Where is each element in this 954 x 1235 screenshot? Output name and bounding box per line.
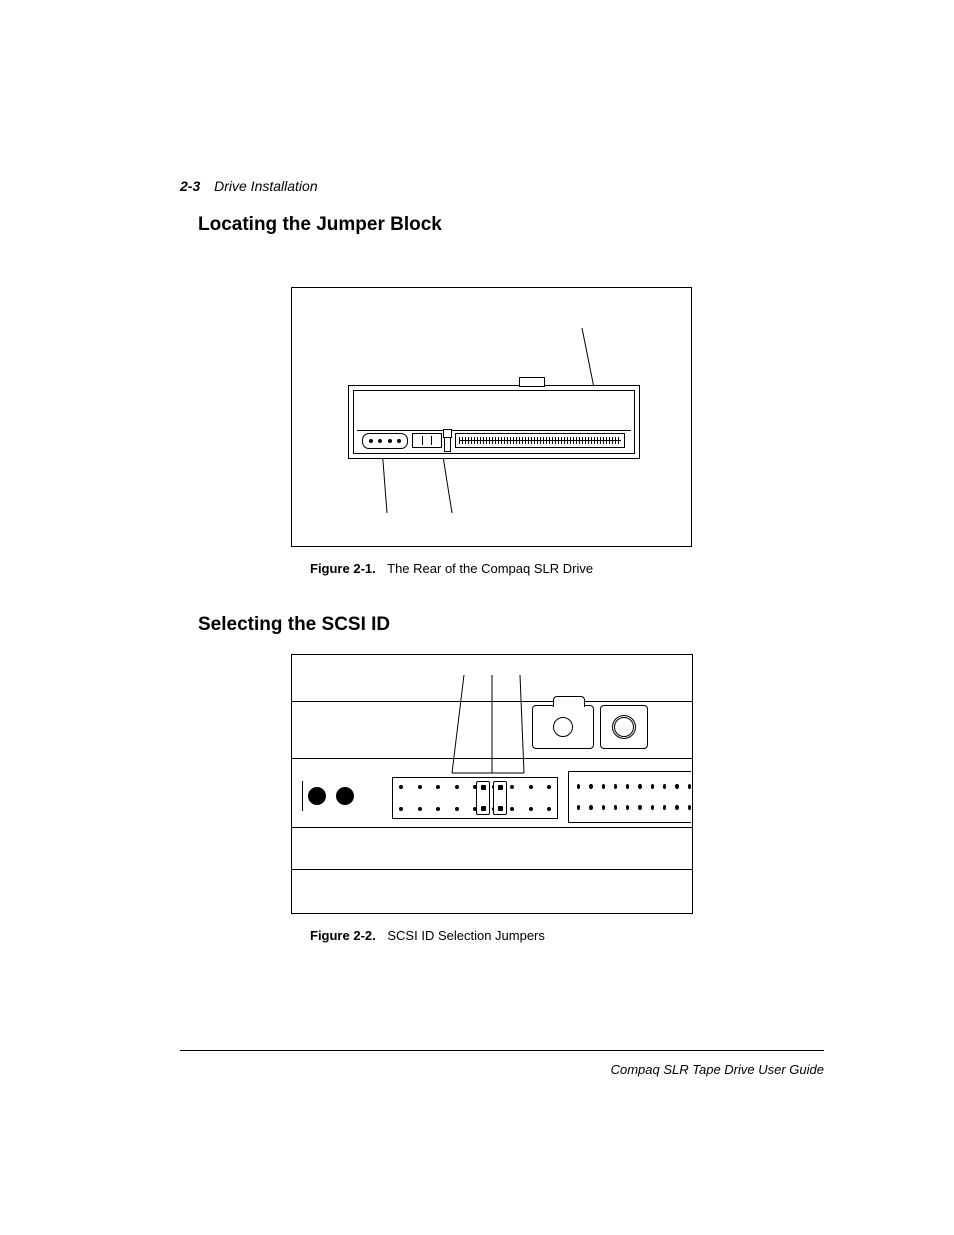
figure-2-1 [291, 287, 692, 547]
wide-connector-row-top [577, 784, 691, 789]
pin-row-top [399, 785, 551, 789]
figure-2-2-label: Figure 2-2. [310, 928, 376, 943]
jumper-installed-icon [476, 781, 490, 815]
scsi-id-pin-header [392, 777, 558, 819]
power-pin [369, 439, 373, 443]
figure-2-2-text: SCSI ID Selection Jumpers [387, 928, 545, 943]
figure-2-2-caption: Figure 2-2. SCSI ID Selection Jumpers [310, 928, 545, 943]
footer-doc-title: Compaq SLR Tape Drive User Guide [611, 1062, 824, 1077]
drive-shelf-line [357, 430, 631, 431]
chapter-title: Drive Installation [214, 178, 318, 194]
post-dot-icon [336, 787, 354, 805]
jumper-installed-icon [493, 781, 507, 815]
power-pin [378, 439, 382, 443]
page-ref: 2-3 [180, 178, 200, 194]
power-connector-icon [362, 433, 408, 449]
running-head: 2-3 Drive Installation [180, 178, 318, 194]
pin-row-bottom [399, 807, 551, 811]
section-heading-selecting: Selecting the SCSI ID [198, 614, 390, 636]
drive-top-tab [519, 377, 545, 387]
mounting-hole-icon [553, 717, 573, 737]
figure-2-1-text: The Rear of the Compaq SLR Drive [387, 561, 593, 576]
section-heading-locating: Locating the Jumper Block [198, 214, 442, 236]
figure-2-1-caption: Figure 2-1. The Rear of the Compaq SLR D… [310, 561, 593, 576]
figure-2-1-label: Figure 2-1. [310, 561, 376, 576]
jumper-post-icon [443, 429, 450, 451]
power-pin [397, 439, 401, 443]
page: 2-3 Drive Installation Locating the Jump… [0, 0, 954, 1235]
post-dot-icon [308, 787, 326, 805]
mounting-hole-icon [612, 715, 636, 739]
drive-lower-band-2 [291, 869, 693, 911]
drive-lower-band-1 [291, 827, 693, 870]
footer-rule [180, 1050, 824, 1051]
figure-2-2 [291, 654, 693, 914]
wide-connector [568, 771, 691, 823]
left-posts [291, 781, 359, 811]
wide-connector-row-bottom [577, 805, 691, 810]
jumper-block-icon [412, 433, 442, 448]
power-pin [388, 439, 392, 443]
mounting-plate-icon [600, 705, 648, 749]
scsi-connector-icon [455, 433, 625, 448]
scsi-connector-pins [459, 437, 621, 444]
mounting-bracket-icon [532, 705, 594, 749]
